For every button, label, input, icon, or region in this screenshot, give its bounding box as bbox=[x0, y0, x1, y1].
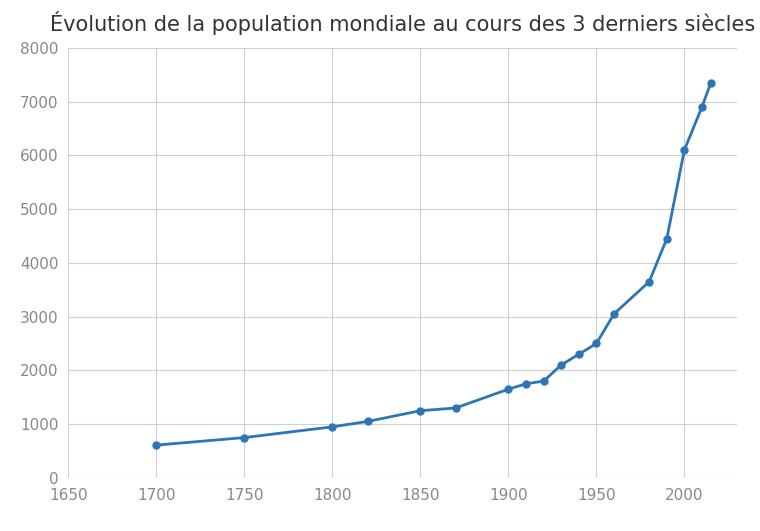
Title: Évolution de la population mondiale au cours des 3 derniers siècles: Évolution de la population mondiale au c… bbox=[50, 11, 755, 35]
